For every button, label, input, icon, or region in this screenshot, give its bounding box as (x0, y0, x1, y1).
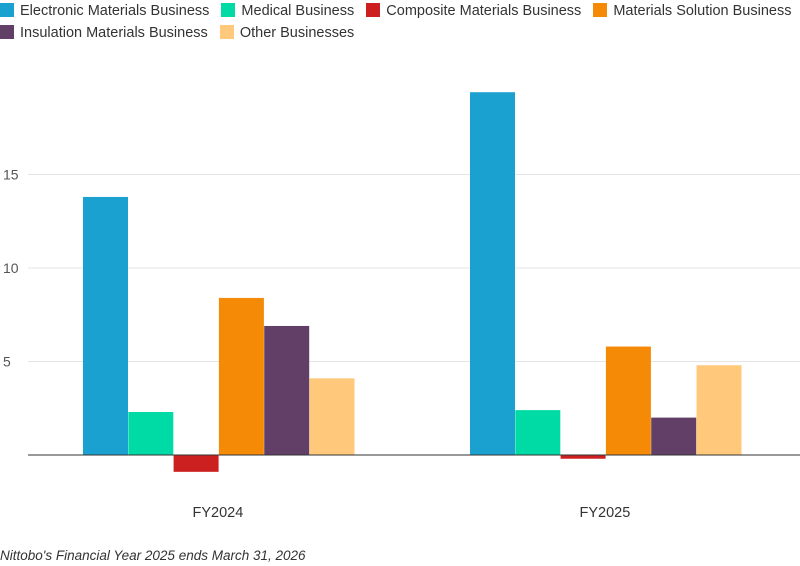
legend-item: Electronic Materials Business (0, 3, 209, 19)
legend-label: Materials Solution Business (613, 3, 792, 19)
y-tick-label: 15 (3, 167, 19, 183)
legend-swatch (0, 3, 14, 17)
legend-label: Insulation Materials Business (20, 25, 208, 41)
bar (515, 410, 561, 455)
legend-label: Electronic Materials Business (20, 3, 210, 19)
bar (218, 297, 264, 455)
bar (83, 196, 128, 455)
legend-swatch (593, 3, 608, 17)
legend-item: Composite Materials Business (366, 3, 581, 19)
chart-footnote: Nittobo's Financial Year 2025 ends March… (0, 548, 306, 563)
legend-swatch (221, 3, 236, 17)
bar (605, 346, 651, 455)
y-tick-label: 5 (3, 354, 11, 370)
bar (173, 455, 219, 472)
legend-swatch (366, 3, 381, 17)
bar (470, 92, 515, 455)
legend-label: Composite Materials Business (386, 3, 582, 19)
legend-label: Other Businesses (239, 25, 355, 41)
legend-item: Insulation Materials Business (0, 25, 208, 41)
legend-swatch (219, 25, 234, 39)
bar (696, 365, 742, 455)
bar (264, 325, 310, 455)
bar (128, 411, 174, 455)
x-tick-label: FY2024 (193, 505, 244, 521)
legend-label: Medical Business (241, 3, 355, 19)
x-tick-label: FY2025 (580, 505, 631, 521)
legend-swatch (0, 25, 14, 39)
bar-chart: 5 10 15 FY2024 FY2025 (3, 92, 800, 521)
legend-item: Materials Solution Business (593, 3, 791, 19)
legend-item: Other Businesses (219, 25, 355, 41)
legend-item: Medical Business (221, 3, 354, 19)
bar (560, 455, 606, 459)
bar (651, 417, 697, 455)
y-tick-label: 10 (3, 260, 19, 276)
bar (309, 378, 355, 455)
chart-legend: Electronic Materials Business Medical Bu… (0, 0, 800, 44)
